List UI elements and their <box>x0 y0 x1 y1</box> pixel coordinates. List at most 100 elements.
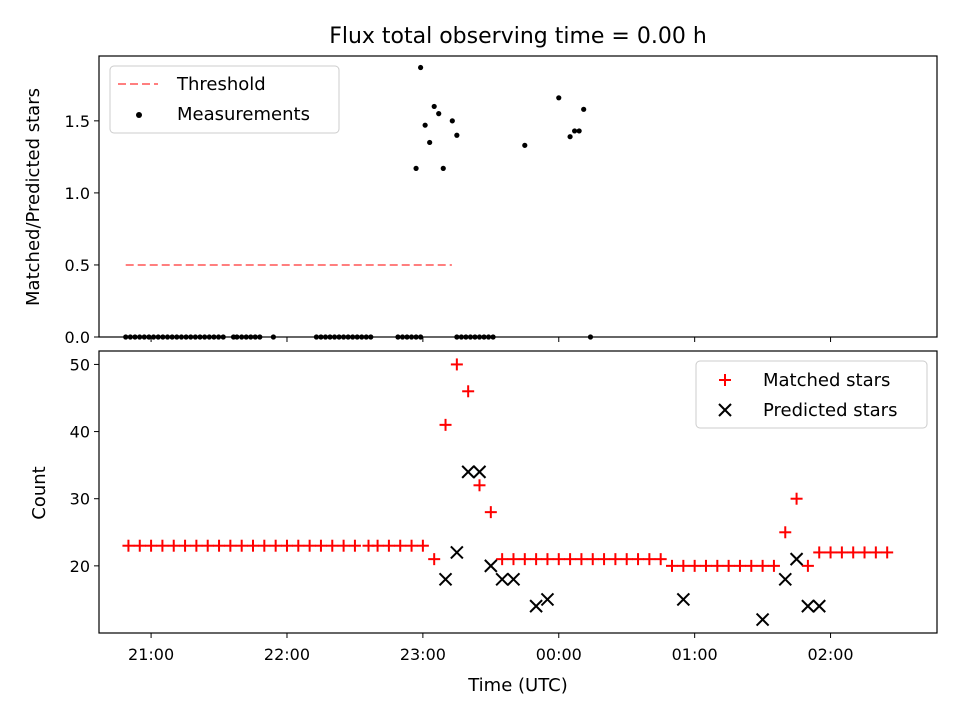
predicted-star-point <box>812 599 826 613</box>
predicted-star-point <box>755 612 770 627</box>
bottom-y-tick-label: 30 <box>70 490 90 509</box>
bottom-x-tick-label: 23:00 <box>400 645 446 664</box>
bottom-y-tick-label: 50 <box>70 355 90 374</box>
matched-star-point <box>767 559 780 572</box>
top-legend-box <box>109 65 340 134</box>
matched-star-point <box>813 546 826 559</box>
matched-star-point <box>190 539 203 552</box>
predicted-star-point <box>529 599 543 613</box>
measurement-point <box>567 134 573 140</box>
matched-star-point <box>518 553 531 566</box>
predicted-star-point <box>461 465 475 479</box>
predicted-star-point <box>778 572 792 586</box>
matched-star-point <box>269 539 282 552</box>
matched-star-point <box>462 385 475 398</box>
top-y-tick-label: 1.0 <box>65 184 90 203</box>
matched-star-point <box>677 559 690 572</box>
bottom-x-tick-label: 02:00 <box>808 645 854 664</box>
bottom-ticks: 20 30 40 50 21:00 22:00 23:00 00:00 01:00 02:00 <box>70 355 854 664</box>
predicted-star-point <box>484 559 498 573</box>
matched-star-point <box>235 539 248 552</box>
matched-star-point <box>258 539 271 552</box>
legend-matched-label: Matched stars <box>763 370 890 391</box>
matched-star-point <box>280 539 293 552</box>
top-ticks: 0.0 0.5 1.0 1.5 <box>65 112 832 347</box>
measurement-point <box>454 132 460 138</box>
matched-star-point <box>756 559 769 572</box>
matched-star-point <box>484 506 497 519</box>
chart-title: Flux total observing time = 0.00 h <box>329 24 707 49</box>
bottom-x-tick-label: 01:00 <box>672 645 718 664</box>
matched-star-point <box>699 559 712 572</box>
measurement-point <box>440 165 446 171</box>
predicted-star-point <box>506 572 521 586</box>
bottom-plot-marks <box>122 358 894 627</box>
matched-star-point <box>575 553 588 566</box>
measurement-point <box>556 95 562 101</box>
measurement-point <box>436 111 442 117</box>
top-y-axis-label: Matched/Predicted stars <box>23 88 44 306</box>
matched-star-point <box>620 553 633 566</box>
matched-star-point <box>473 479 486 492</box>
measurement-point <box>413 165 419 171</box>
matched-star-point <box>326 539 339 552</box>
matched-star-point <box>201 539 214 552</box>
predicted-star-point <box>789 552 804 566</box>
bottom-legend-box <box>695 360 928 429</box>
bottom-y-tick-label: 20 <box>70 557 90 576</box>
top-y-tick-label: 1.5 <box>65 112 90 131</box>
legend-predicted-label: Predicted stars <box>763 400 897 421</box>
matched-star-point <box>247 539 260 552</box>
matched-star-point <box>722 559 735 572</box>
matched-star-point <box>632 553 645 566</box>
measurement-point <box>422 122 428 128</box>
matched-star-point <box>835 546 848 559</box>
predicted-star-point <box>676 592 691 607</box>
matched-star-point <box>292 539 305 552</box>
bottom-y-axis-label: Count <box>29 466 50 519</box>
matched-star-point <box>213 539 226 552</box>
predicted-star-point <box>438 572 453 586</box>
measurement-point <box>572 128 578 134</box>
legend-predicted-swatch <box>718 403 732 417</box>
matched-star-point <box>122 539 135 552</box>
matched-star-point <box>428 553 441 566</box>
matched-star-point <box>824 546 837 559</box>
legend-threshold-label: Threshold <box>176 74 266 95</box>
measurement-point <box>581 106 587 112</box>
matched-star-point <box>314 539 327 552</box>
predicted-star-point <box>472 465 487 479</box>
matched-star-point <box>416 539 429 552</box>
matched-star-point <box>337 539 350 552</box>
matched-star-point <box>405 539 418 552</box>
matched-star-point <box>145 539 158 552</box>
bottom-axes-frame <box>98 350 938 634</box>
matched-star-point <box>643 553 656 566</box>
legend-measurements-label: Measurements <box>177 104 310 125</box>
matched-star-point <box>564 553 577 566</box>
matched-star-point <box>745 559 758 572</box>
matched-star-point <box>167 539 180 552</box>
matched-star-point <box>869 546 882 559</box>
matched-star-point <box>439 418 452 431</box>
bottom-x-axis-label: Time (UTC) <box>467 675 568 696</box>
matched-star-point <box>541 553 554 566</box>
top-y-tick-label: 0.0 <box>65 328 90 347</box>
top-panel: 0.0 0.5 1.0 1.5 Matched/Predicted stars Thr… <box>23 55 938 347</box>
matched-star-point <box>586 553 599 566</box>
matched-star-point <box>790 492 803 505</box>
matched-star-point <box>801 559 814 572</box>
matched-star-point <box>371 539 384 552</box>
matched-star-point <box>598 553 611 566</box>
predicted-star-point <box>450 545 464 560</box>
measurement-point <box>449 118 455 124</box>
matched-star-point <box>847 546 860 559</box>
matched-star-point <box>382 539 395 552</box>
measurement-point <box>427 139 433 146</box>
matched-star-point <box>881 546 894 559</box>
matched-star-point <box>733 559 746 572</box>
top-y-tick-label: 0.5 <box>65 256 90 275</box>
bottom-x-tick-label: 22:00 <box>264 645 310 664</box>
matched-star-point <box>496 553 509 566</box>
